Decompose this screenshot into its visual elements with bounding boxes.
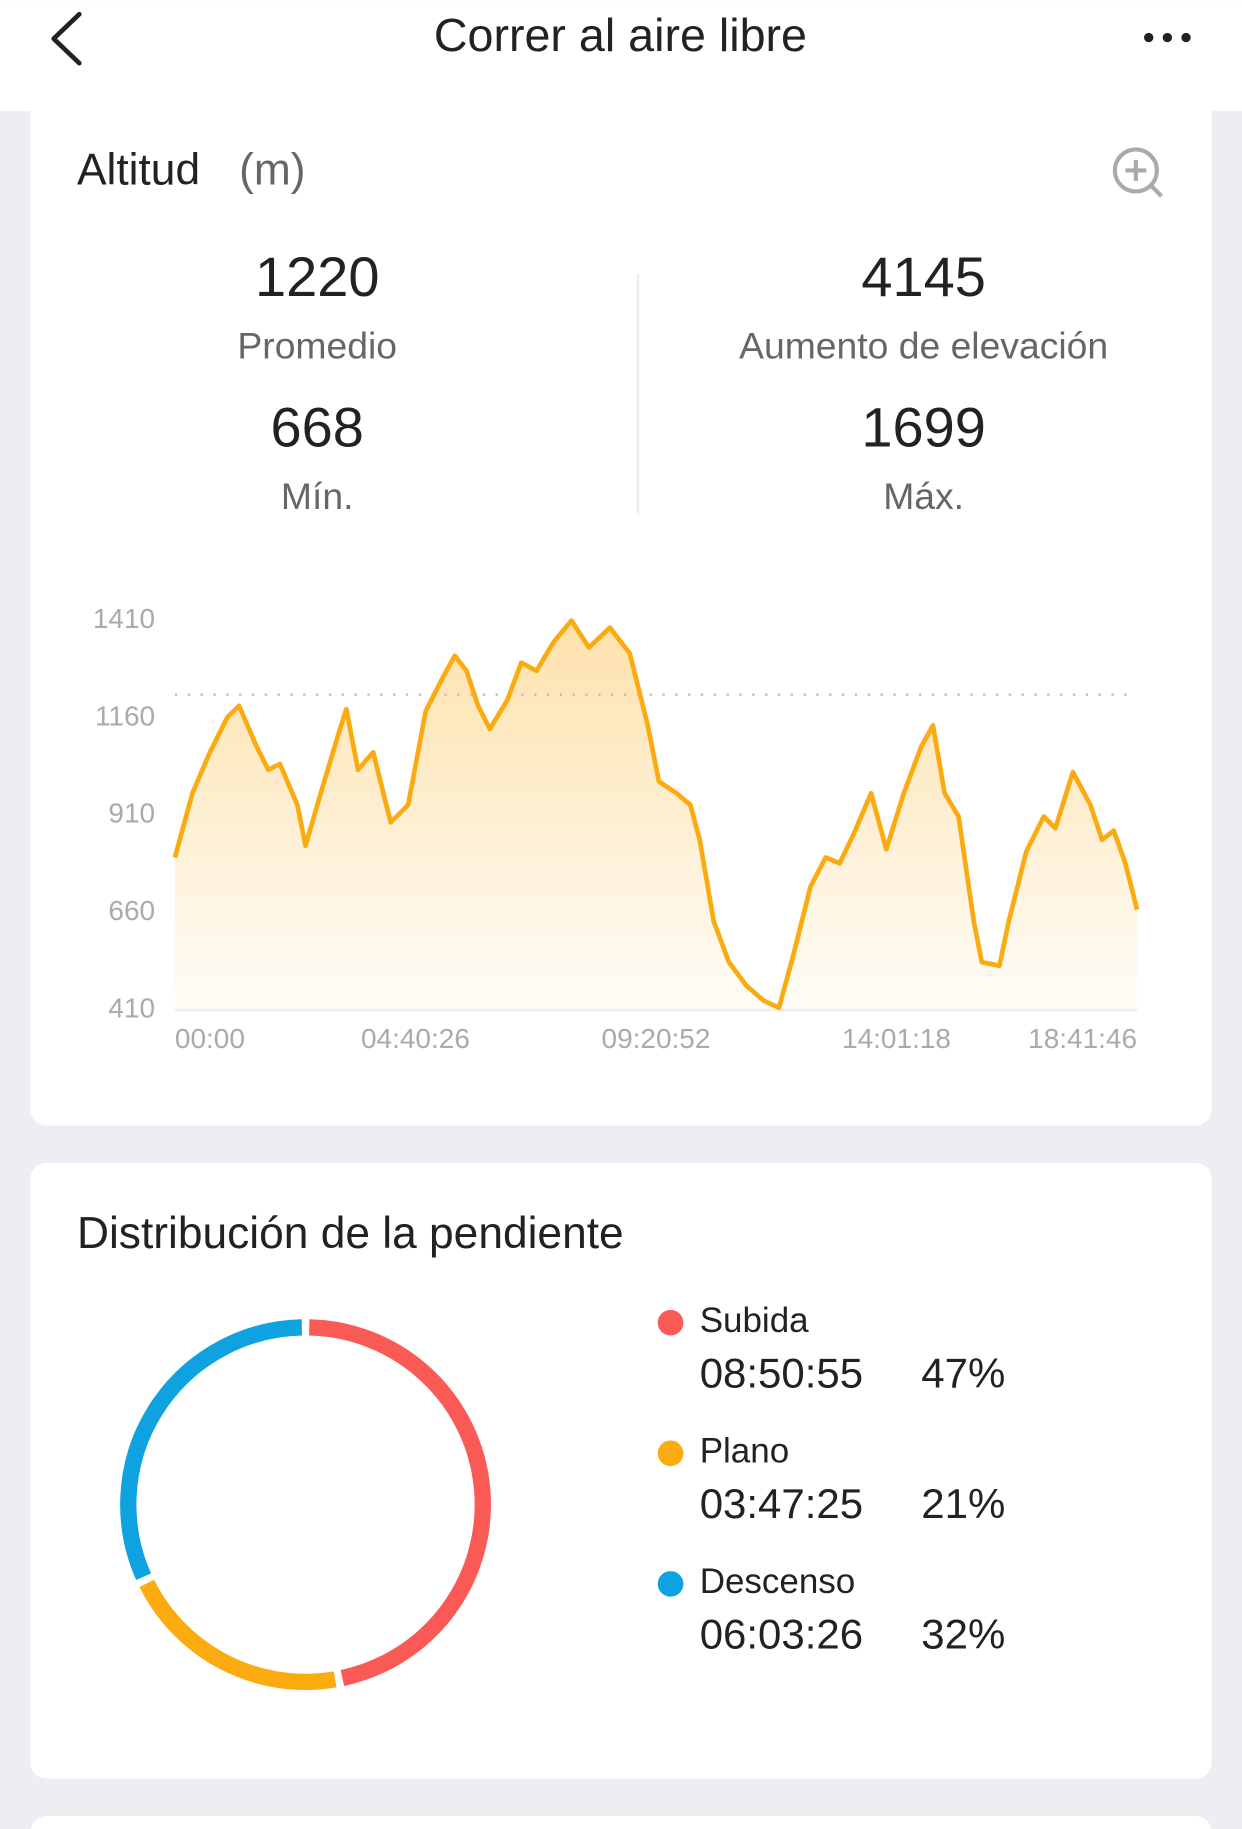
legend-duration: 06:03:26 (700, 1611, 863, 1658)
legend-dot (657, 1571, 684, 1597)
altitude-unit: (m) (239, 146, 305, 195)
next-card (30, 1815, 1212, 1829)
legend-label: Subida (700, 1301, 809, 1340)
slope-card (30, 1162, 1212, 1779)
area (174, 620, 1138, 1011)
legend-label: Descenso (700, 1562, 855, 1601)
legend-label: Plano (700, 1432, 789, 1471)
x-tick-label: 04:40:26 (361, 1023, 470, 1054)
stat-label: Aumento de elevación (739, 325, 1108, 367)
stat-label: Máx. (883, 475, 964, 517)
y-tick-label: 910 (108, 798, 155, 829)
legend-percent: 21% (921, 1480, 1005, 1527)
altitude-title: Altitud (77, 146, 200, 195)
header-title: Correr al aire libre (434, 9, 807, 61)
legend-dot (657, 1309, 684, 1336)
legend-percent: 32% (921, 1611, 1005, 1658)
y-tick-label: 1160 (95, 700, 155, 731)
legend-duration: 08:50:55 (700, 1349, 863, 1396)
stat-value: 668 (271, 395, 364, 458)
slope-title: Distribución de la pendiente (77, 1209, 624, 1258)
back-button[interactable] (51, 11, 82, 66)
y-tick-label: 410 (108, 993, 155, 1024)
stat-value: 4145 (861, 245, 986, 308)
stat-label: Mín. (281, 475, 354, 517)
header (0, 0, 1242, 111)
x-tick-label: 00:00 (175, 1023, 245, 1054)
stat-label: Promedio (237, 325, 397, 367)
stat-value: 1699 (861, 395, 986, 458)
x-tick-label: 14:01:18 (842, 1023, 951, 1054)
zoom-button[interactable] (1112, 147, 1163, 198)
stat-value: 1220 (255, 245, 380, 308)
pie-segment (139, 1579, 337, 1690)
more-button[interactable] (1144, 32, 1191, 43)
pie-segment (309, 1319, 491, 1686)
y-tick-label: 1410 (93, 603, 155, 634)
x-tick-label: 18:41:46 (1028, 1023, 1137, 1054)
x-tick-label: 09:20:52 (602, 1023, 711, 1054)
legend-duration: 03:47:25 (700, 1480, 863, 1527)
y-tick-label: 660 (108, 895, 155, 926)
legend-percent: 47% (921, 1349, 1005, 1396)
pie-segment (120, 1319, 303, 1581)
legend-dot (657, 1440, 684, 1467)
line (172, 618, 1140, 1011)
